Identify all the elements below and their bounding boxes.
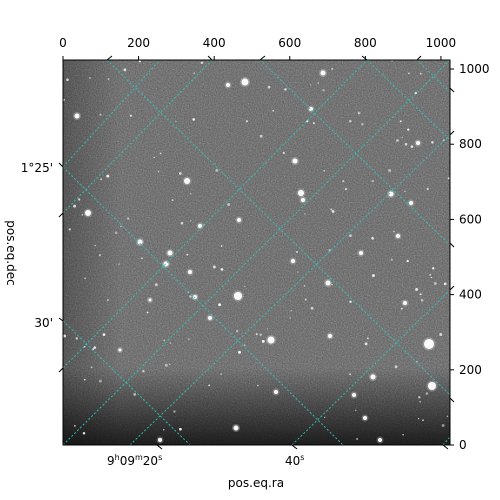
ra-tick-marks bbox=[106, 55, 449, 450]
top-tick-label: 600 bbox=[278, 36, 301, 50]
grid-line bbox=[442, 436, 450, 445]
right-tick-label: 200 bbox=[459, 363, 482, 377]
right-tick-label: 600 bbox=[459, 212, 482, 226]
right-pixel-axis: 0 200 400 600 800 1000 bbox=[450, 62, 490, 452]
x-axis-label: pos.eq.ra bbox=[228, 476, 284, 490]
dec-tick-label-0: 1°25' bbox=[21, 161, 53, 175]
image-frame bbox=[62, 59, 451, 446]
top-pixel-axis: 0 200 400 600 800 1000 bbox=[59, 36, 456, 60]
top-tick-label: 400 bbox=[203, 36, 226, 50]
grid-line bbox=[291, 289, 450, 445]
grid-line bbox=[63, 60, 450, 445]
star-field bbox=[63, 60, 450, 444]
sky-image bbox=[63, 60, 450, 445]
top-tick-label: 0 bbox=[59, 36, 67, 50]
right-tick-label: 1000 bbox=[459, 62, 490, 76]
ra-tick-label-0: 9h09m20s bbox=[107, 453, 162, 468]
dec-tick-label-1: 30' bbox=[34, 316, 53, 330]
grid-line bbox=[259, 60, 450, 246]
top-tick-label: 800 bbox=[354, 36, 377, 50]
right-tick-label: 400 bbox=[459, 288, 482, 302]
top-tick-label: 1000 bbox=[426, 36, 457, 50]
dec-tick-marks bbox=[58, 87, 455, 403]
right-tick-label: 800 bbox=[459, 137, 482, 151]
right-tick-label: 0 bbox=[459, 438, 467, 452]
top-tick-label: 200 bbox=[127, 36, 150, 50]
ra-tick-label-1: 40s bbox=[285, 453, 304, 468]
grid-line bbox=[63, 60, 161, 168]
grid-line bbox=[63, 60, 213, 214]
coordinate-grid bbox=[63, 60, 450, 445]
grid-line bbox=[63, 320, 191, 445]
grid-line bbox=[63, 60, 368, 369]
y-axis-label: pos.eq.dec bbox=[4, 220, 18, 285]
grid-line bbox=[63, 166, 344, 445]
grid-line bbox=[366, 60, 450, 141]
